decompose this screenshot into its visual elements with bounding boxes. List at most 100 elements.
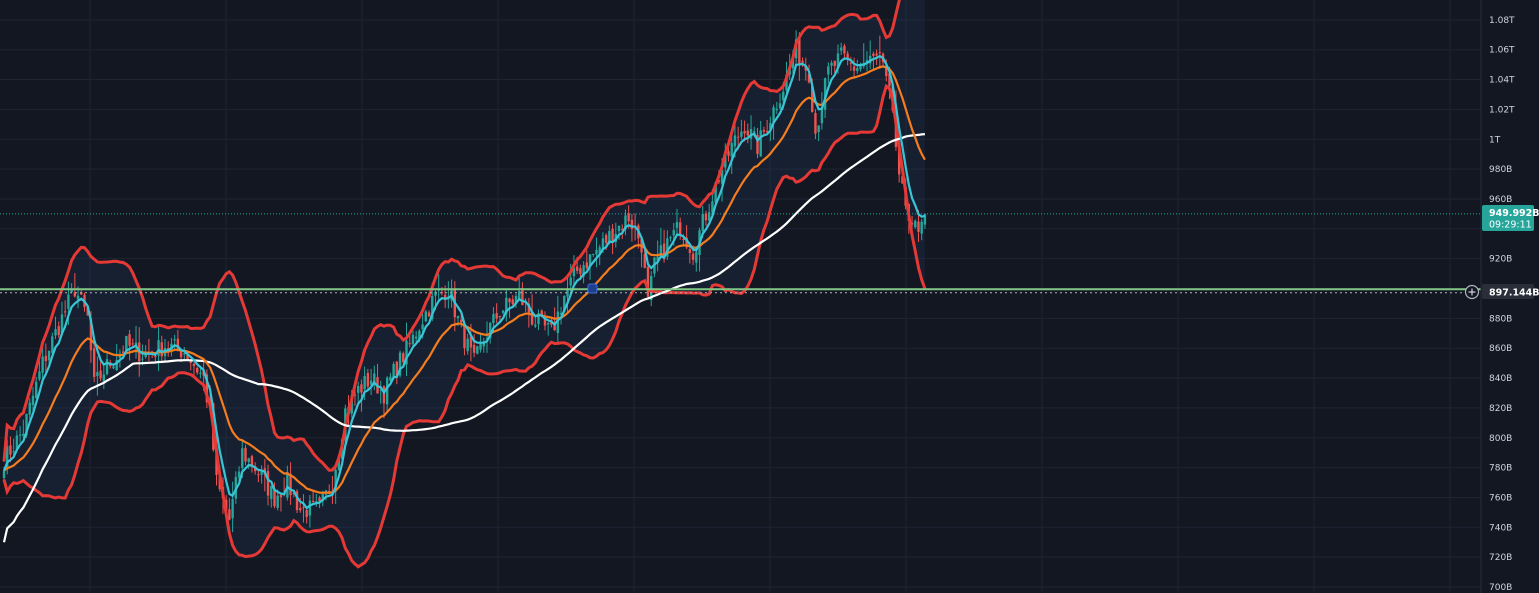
candle-body [112,366,115,369]
candle-body [659,245,663,254]
candle-body [885,65,888,77]
candle-body [466,338,469,352]
candle-body [611,228,614,243]
candle-body [476,346,479,354]
candle-body [244,447,247,462]
candle-body [427,312,431,317]
candle-body [521,288,524,306]
bollinger-lower-line [2,83,927,569]
candle-body [707,212,711,221]
candle-body [695,252,698,263]
candle-body [730,143,733,157]
candle-body [99,370,102,379]
candle-body [273,488,276,507]
candle-body [443,294,447,301]
candle-body [60,314,64,333]
candle-body [128,334,131,346]
candle-body [183,353,186,355]
candle-body [260,471,263,475]
candle-body [63,311,67,313]
slow-moving-average-line [2,133,926,543]
candle-body [157,340,160,356]
candle-body [373,373,376,385]
candle-body [817,125,820,133]
candle-body [518,291,521,300]
candle-body [840,47,843,51]
candle-body [369,380,373,385]
candle-body [144,354,147,358]
candle-body [311,500,315,502]
candle-body [495,313,498,319]
candle-body [402,353,405,363]
candle-body [12,451,15,453]
candle-body [196,367,199,373]
candle-body [2,470,6,479]
price-tick-label: 960B [1489,195,1512,205]
candle-body [266,471,270,496]
candle-body [650,276,653,301]
price-tick-label: 720B [1489,553,1512,563]
candle-body [385,377,389,405]
horizontal-level-badge[interactable]: 897.144B [1464,284,1539,300]
candle-body [321,494,324,502]
candle-body [205,374,209,403]
candle-body [405,340,408,365]
price-tick-label: 1.04T [1489,76,1515,86]
candle-body [572,267,576,277]
level-price-label: 897.144B [1489,288,1539,299]
candle-body [334,469,337,492]
candle-body [598,247,601,254]
candle-body [595,249,598,255]
candle-body [270,485,273,499]
candle-body [469,336,473,348]
candle-body [563,296,566,312]
candle-body [102,374,106,382]
candle-body [920,221,923,234]
candle-body [395,361,399,377]
candle-body [247,458,250,463]
candle-body [154,356,157,358]
candle-body [601,238,605,251]
candle-body [617,225,621,232]
candle-body [778,103,782,109]
candle-body [679,222,682,236]
candle-body [237,471,241,478]
candle-body [80,292,83,295]
current-price-label: 949.992B [1489,208,1539,219]
candle-body [160,342,163,357]
candle-body [530,311,534,325]
candle-body [105,359,109,375]
candle-body [672,230,675,236]
candle-body [431,295,434,320]
candle-body [189,360,192,363]
candle-body [556,311,560,333]
candle-body [704,213,708,221]
candle-body [527,303,531,315]
candle-body [463,324,466,349]
candle-body [421,324,424,330]
candle-body [337,455,341,471]
candle-body [743,131,746,134]
candle-body [688,249,692,254]
candle-body [756,134,759,154]
candle-body [714,182,717,203]
drawing-anchor-handle[interactable] [587,283,598,294]
price-tick-label: 1.06T [1489,46,1515,56]
candle-body [827,66,830,75]
price-tick-label: 800B [1489,434,1512,444]
candle-body [537,313,540,325]
candle-body [711,201,714,213]
candle-body [765,131,769,133]
candle-body [276,495,279,508]
candle-body [801,60,804,63]
candle-body [914,220,917,228]
candle-body [791,59,795,69]
candle-body [392,364,395,378]
candle-body [366,373,370,387]
candle-body [546,323,550,325]
candle-body [44,355,48,362]
candle-body [592,253,595,255]
candle-body [51,336,54,353]
